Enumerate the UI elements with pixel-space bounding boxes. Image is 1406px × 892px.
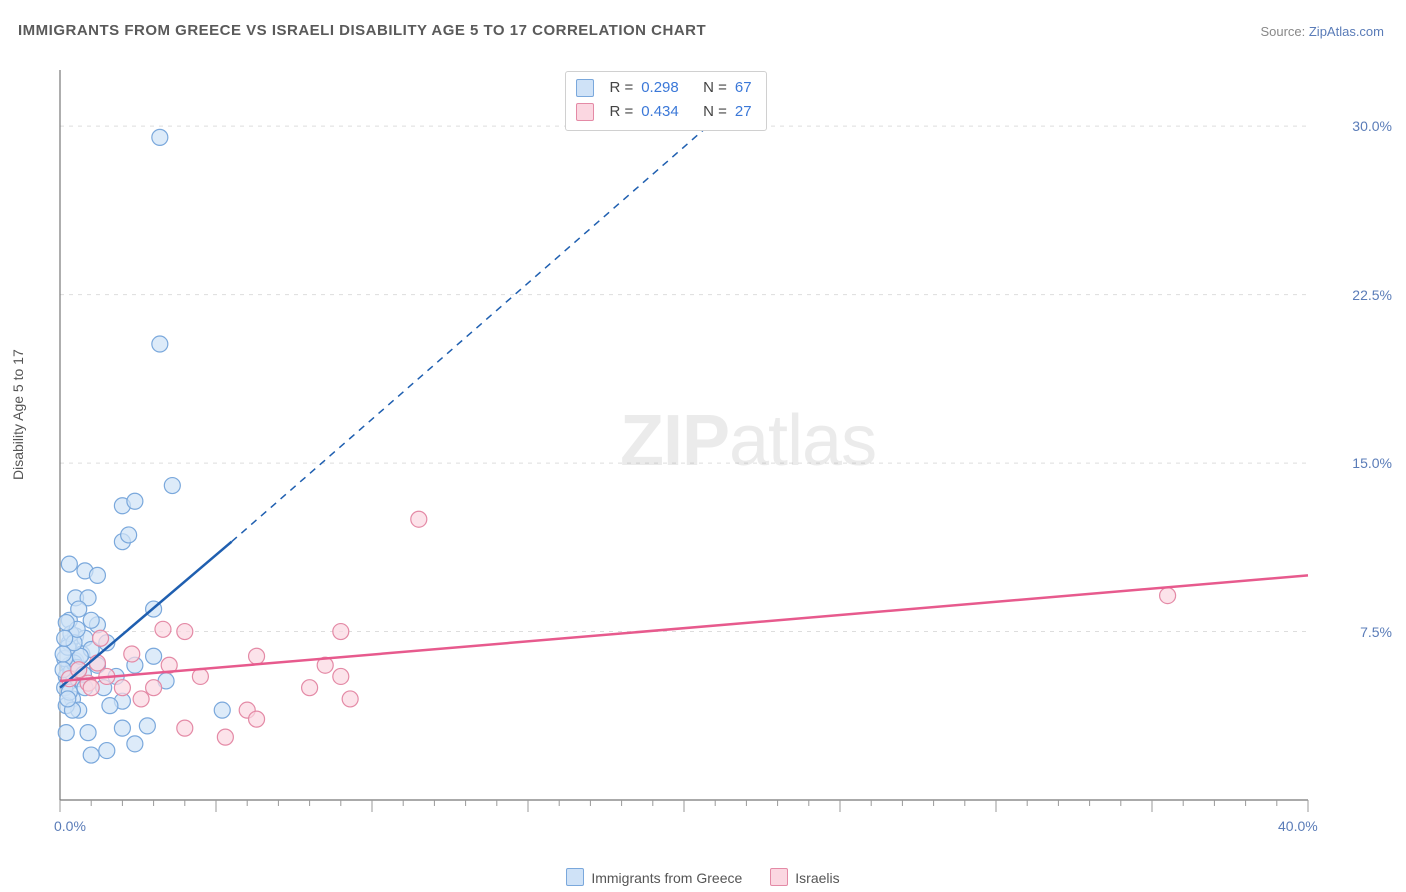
chart-title: IMMIGRANTS FROM GREECE VS ISRAELI DISABI… [18, 22, 706, 39]
legend-item-israelis: Israelis [770, 868, 839, 886]
stat-legend: R = 0.298 N = 67 R = 0.434 N = 27 [565, 71, 766, 131]
stat-n-greece: 67 [735, 76, 752, 100]
plot-area [48, 60, 1368, 850]
bottom-legend: Immigrants from Greece Israelis [0, 868, 1406, 886]
stat-row-greece: R = 0.298 N = 67 [576, 76, 751, 100]
stat-row-israelis: R = 0.434 N = 27 [576, 100, 751, 124]
stat-n-label: N = [703, 76, 727, 100]
source-attribution: Source: ZipAtlas.com [1260, 24, 1384, 39]
y-axis-label: Disability Age 5 to 17 [10, 349, 26, 480]
y-tick-label: 22.5% [1352, 287, 1392, 303]
legend-label-greece: Immigrants from Greece [591, 870, 742, 886]
legend-swatch-israelis [770, 868, 788, 886]
stat-r-israelis: 0.434 [641, 100, 679, 124]
x-axis-min-label: 0.0% [54, 818, 86, 834]
source-value: ZipAtlas.com [1309, 24, 1384, 39]
legend-item-greece: Immigrants from Greece [566, 868, 742, 886]
legend-label-israelis: Israelis [795, 870, 839, 886]
stat-r-label: R = [609, 100, 633, 124]
legend-swatch-greece [566, 868, 584, 886]
y-tick-label: 15.0% [1352, 455, 1392, 471]
y-tick-label: 30.0% [1352, 118, 1392, 134]
stat-r-label: R = [609, 76, 633, 100]
stat-n-label: N = [703, 100, 727, 124]
x-axis-max-label: 40.0% [1278, 818, 1318, 834]
y-tick-label: 7.5% [1360, 624, 1392, 640]
stat-r-greece: 0.298 [641, 76, 679, 100]
source-label: Source: [1260, 24, 1308, 39]
stat-swatch-israelis [576, 103, 594, 121]
stat-n-israelis: 27 [735, 100, 752, 124]
stat-swatch-greece [576, 79, 594, 97]
chart-svg [48, 60, 1368, 850]
